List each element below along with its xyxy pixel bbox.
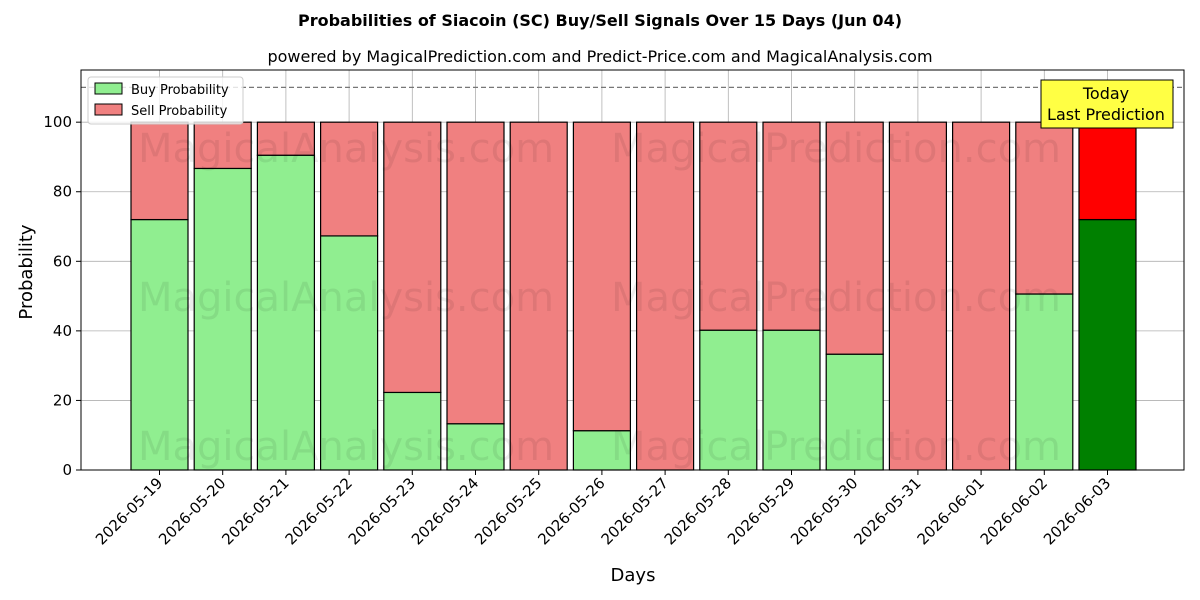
bar-buy-2026-05-29 (762, 329, 821, 471)
today-annotation-line2: Last Prediction (1047, 105, 1165, 124)
bar-buy-2026-05-28 (699, 329, 758, 471)
legend-label-sell: Sell Probability (131, 104, 228, 119)
bar-buy-2026-05-21 (256, 154, 315, 471)
legend-swatch-sell (94, 103, 123, 116)
watermark-1-1: MagicalPrediction.com (611, 275, 1061, 321)
bar-sell-2026-05-30 (825, 121, 884, 355)
x-axis-label: Days (611, 565, 656, 586)
legend-swatch-buy (94, 82, 123, 95)
bar-sell-2026-05-29 (762, 121, 821, 331)
bar-sell-2026-05-20 (193, 121, 252, 170)
bar-sell-2026-05-22 (320, 121, 379, 237)
legend: Buy Probability Sell Probability (87, 76, 244, 125)
bar-sell-2026-05-25 (509, 121, 568, 471)
bar-sell-2026-05-19 (130, 121, 189, 221)
bar-sell-2026-06-01 (951, 121, 1011, 471)
bar-buy-2026-06-03 (1078, 218, 1137, 471)
bar-sell-2026-05-27 (635, 121, 695, 471)
plot-frame (80, 69, 1185, 471)
today-annotation-box (1040, 79, 1174, 129)
y-tick-label-0: 0 (62, 461, 72, 479)
y-axis-ticks: 0 20 40 60 80 100 (43, 113, 81, 479)
y-tick-label-2: 40 (53, 322, 72, 340)
chart-title: Probabilities of Siacoin (SC) Buy/Sell S… (298, 11, 902, 30)
y-axis-label: Probability (16, 224, 37, 319)
watermark-0-1: MagicalPrediction.com (611, 126, 1061, 172)
today-annotation: Today Last Prediction (1040, 79, 1174, 129)
watermark-2-0: MagicalAnalysis.com (138, 424, 554, 470)
bar-sell-2026-06-03 (1078, 121, 1137, 221)
watermark-0-0: MagicalAnalysis.com (138, 126, 554, 172)
bar-buy-2026-05-22 (320, 235, 379, 471)
y-tick-label-3: 60 (53, 252, 72, 270)
bars (130, 121, 1137, 471)
bar-buy-2026-06-02 (1015, 293, 1074, 471)
bar-sell-2026-05-21 (256, 121, 315, 156)
y-tick-label-4: 80 (53, 183, 72, 201)
watermarks: MagicalAnalysis.com MagicalPrediction.com… (138, 126, 1061, 470)
bar-sell-2026-05-23 (383, 121, 442, 394)
bar-sell-2026-05-28 (699, 121, 758, 331)
y-tick-label-1: 20 (53, 391, 72, 409)
watermark-1-0: MagicalAnalysis.com (138, 275, 554, 321)
today-annotation-line1: Today (1082, 84, 1129, 103)
legend-label-buy: Buy Probability (131, 83, 229, 98)
bar-buy-2026-05-23 (383, 391, 442, 471)
bar-sell-2026-05-31 (888, 121, 948, 471)
chart-subtitle: powered by MagicalPrediction.com and Pre… (267, 47, 932, 66)
bar-sell-2026-05-26 (572, 121, 632, 432)
bar-sell-2026-06-02 (1015, 121, 1074, 295)
legend-box (87, 76, 244, 125)
watermark-2-1: MagicalPrediction.com (611, 424, 1061, 470)
bar-sell-2026-05-24 (446, 121, 505, 425)
y-tick-label-5: 100 (43, 113, 72, 131)
bar-buy-2026-05-26 (572, 430, 632, 471)
bar-buy-2026-05-30 (825, 353, 884, 471)
